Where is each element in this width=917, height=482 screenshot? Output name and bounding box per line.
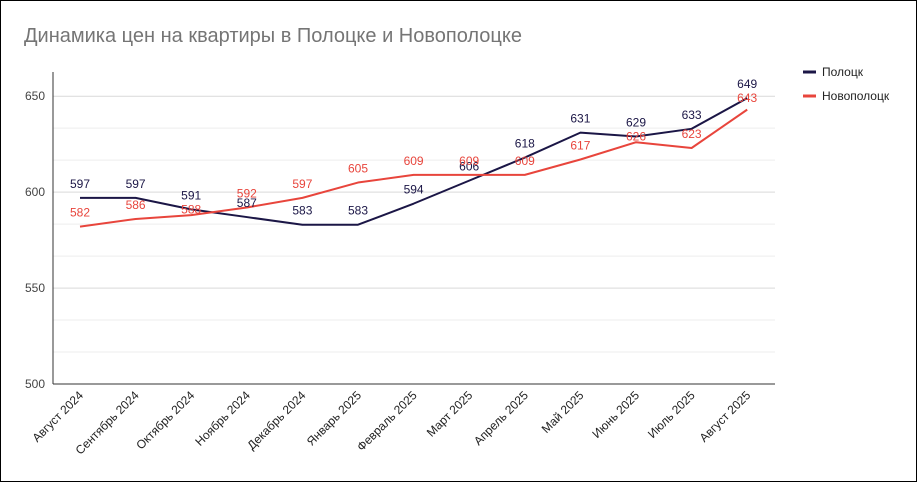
data-label-polotsk: 606	[459, 160, 479, 174]
x-tick-label: Август 2024	[29, 388, 86, 445]
x-tick-label: Апрель 2025	[471, 388, 531, 448]
x-tick-label: Ноябрь 2024	[192, 388, 253, 449]
data-label-polotsk: 594	[404, 183, 424, 197]
data-label-novopolotsk: 609	[459, 154, 479, 168]
data-label-novopolotsk: 609	[515, 154, 535, 168]
chart-title: Динамика цен на квартиры в Полоцке и Нов…	[24, 25, 522, 47]
legend-label: Полоцк	[822, 65, 864, 79]
y-tick-label: 600	[25, 185, 45, 199]
x-tick-label: Июнь 2025	[589, 388, 642, 441]
data-label-novopolotsk: 588	[181, 202, 201, 216]
data-label-polotsk: 583	[292, 204, 312, 218]
series-line-2	[79, 108, 748, 228]
data-label-novopolotsk: 626	[626, 129, 646, 143]
y-tick-label: 500	[25, 377, 45, 391]
data-label-polotsk: 618	[515, 137, 535, 151]
data-label-novopolotsk: 609	[404, 154, 424, 168]
data-label-polotsk: 629	[626, 115, 646, 129]
data-label-polotsk: 583	[348, 204, 368, 218]
data-label-novopolotsk: 617	[570, 139, 590, 153]
data-label-polotsk: 633	[682, 108, 702, 122]
data-label-polotsk: 587	[237, 196, 257, 210]
data-label-novopolotsk: 592	[237, 186, 257, 200]
data-label-polotsk: 631	[570, 112, 590, 126]
x-tick-label: Декабрь 2024	[244, 388, 308, 452]
y-tick-label: 550	[25, 281, 45, 295]
data-label-novopolotsk: 586	[126, 198, 146, 212]
data-label-novopolotsk: 605	[348, 162, 368, 176]
x-tick-label: Октябрь 2024	[133, 388, 197, 452]
x-tick-label: Август 2025	[697, 388, 754, 445]
series-line-1	[80, 97, 748, 226]
data-label-novopolotsk: 623	[682, 127, 702, 141]
x-tick-label: Февраль 2025	[354, 388, 420, 454]
data-label-novopolotsk: 582	[70, 206, 90, 220]
legend-label: Новополоцк	[822, 89, 890, 103]
x-tick-label: Июль 2025	[645, 388, 698, 441]
x-tick-label: Март 2025	[424, 388, 476, 440]
data-label-novopolotsk: 643	[737, 91, 757, 105]
data-label-polotsk: 649	[737, 77, 757, 91]
x-tick-label: Май 2025	[539, 388, 587, 436]
data-label-polotsk: 597	[70, 177, 90, 191]
y-tick-label: 650	[25, 89, 45, 103]
x-tick-label: Январь 2025	[304, 388, 364, 448]
data-label-polotsk: 591	[181, 188, 201, 202]
data-label-novopolotsk: 597	[292, 177, 312, 191]
data-label-polotsk: 597	[126, 177, 146, 191]
